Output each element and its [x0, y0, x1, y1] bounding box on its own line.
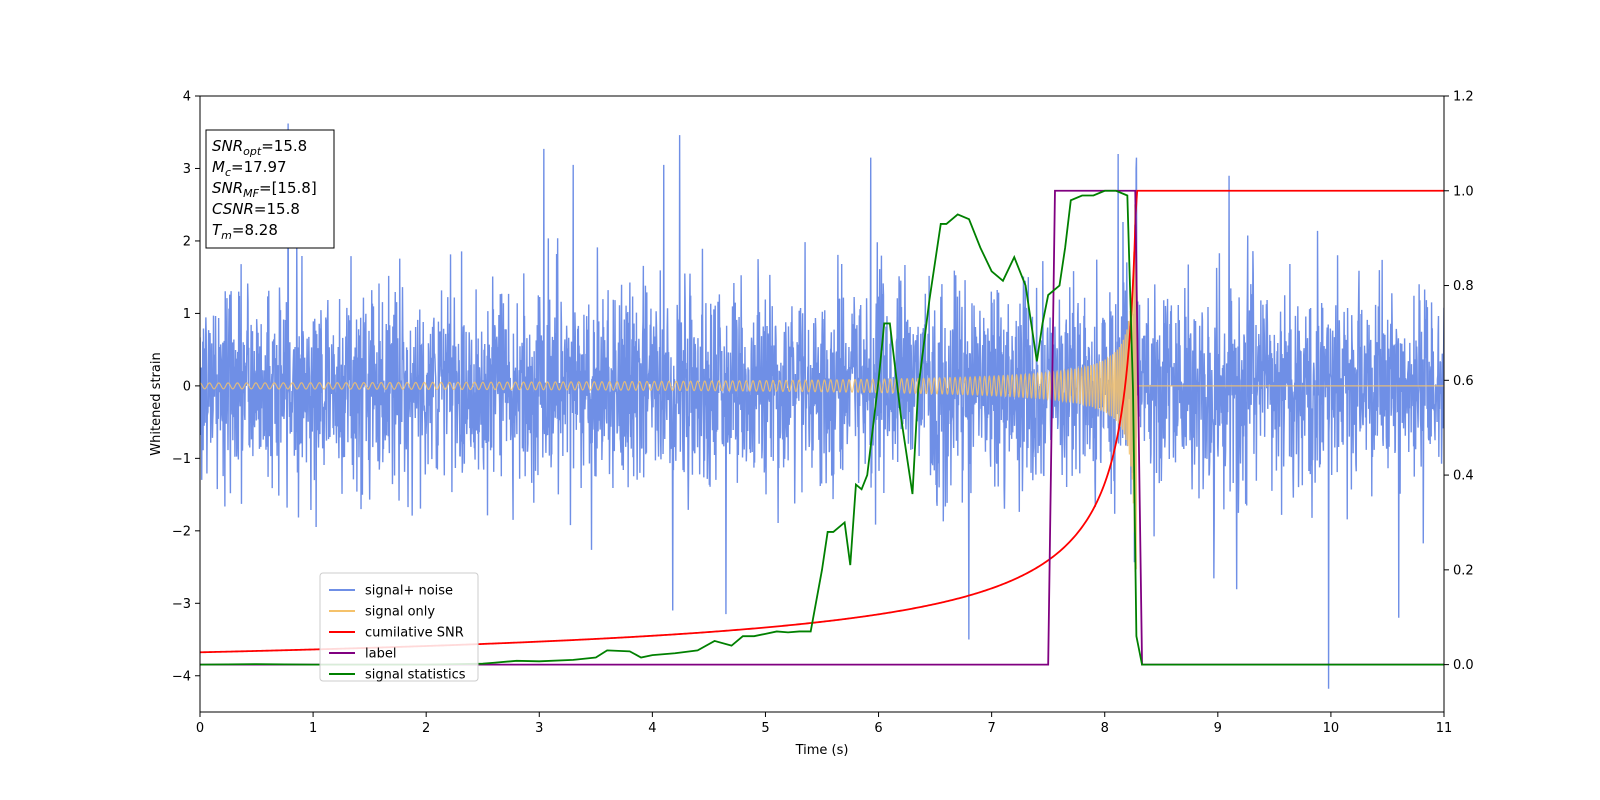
y-axis-label: Whitened strain	[149, 352, 164, 455]
y-right-tick-label: 0.8	[1453, 279, 1474, 294]
y-right-tick-label: 0.0	[1453, 658, 1474, 673]
x-tick-label: 9	[1214, 721, 1222, 736]
x-axis-label: Time (s)	[795, 743, 849, 758]
legend-entry: label	[365, 647, 396, 662]
x-tick-label: 0	[196, 721, 204, 736]
info-line-chirp-mass: Mc=17.97	[212, 158, 287, 179]
info-line-snr-mf: SNRMF=[15.8]	[212, 179, 317, 200]
y-left-tick-label: −4	[172, 669, 191, 684]
y-right-tick-label: 0.2	[1453, 563, 1474, 578]
y-right-tick-label: 0.4	[1453, 469, 1474, 484]
y-left-tick-label: 3	[183, 162, 191, 177]
legend: signal+ noise signal only cumilative SNR la…	[319, 572, 479, 683]
x-tick-label: 3	[535, 721, 543, 736]
y-right-tick-label: 1.0	[1453, 184, 1474, 199]
x-axis: 0 1 2 3 4 5 6 7 8 9 10 11	[196, 712, 1452, 736]
series-line-signal-only	[200, 204, 1444, 573]
legend-entry: signal only	[365, 605, 435, 620]
x-tick-label: 1	[309, 721, 317, 736]
y-right-tick-label: 1.2	[1453, 90, 1474, 105]
y-right-tick-label: 0.6	[1453, 374, 1474, 389]
y-left-tick-label: 2	[183, 234, 191, 249]
x-tick-label: 7	[987, 721, 995, 736]
x-tick-label: 11	[1436, 721, 1453, 736]
x-tick-label: 8	[1101, 721, 1109, 736]
legend-entry: signal statistics	[365, 668, 466, 683]
y-left-tick-label: 0	[183, 379, 191, 394]
x-tick-label: 4	[648, 721, 656, 736]
info-box-frame	[205, 129, 335, 249]
info-line-snr-opt: SNRopt=15.8	[212, 137, 307, 158]
plot-frame	[199, 95, 1445, 713]
y-axis-right: 0.0 0.2 0.4 0.6 0.8 1.0 1.2	[1444, 90, 1474, 673]
x-tick-label: 5	[761, 721, 769, 736]
x-tick-label: 10	[1323, 721, 1340, 736]
y-left-tick-label: 1	[183, 307, 191, 322]
y-left-tick-label: 4	[183, 90, 191, 105]
y-left-tick-label: −1	[172, 452, 191, 467]
x-tick-label: 2	[422, 721, 430, 736]
y-left-tick-label: −3	[172, 597, 191, 612]
y-left-tick-label: −2	[172, 524, 191, 539]
x-tick-label: 6	[874, 721, 882, 736]
series-line-signal-statistics	[200, 189, 1444, 666]
series-line-signal-noise	[200, 123, 1444, 689]
info-box: SNRopt=15.8Mc=17.97SNRMF=[15.8]CSNR=15.8…	[205, 129, 335, 249]
info-line-csnr: CSNR=15.8	[212, 200, 300, 218]
y-axis-left: −4 −3 −2 −1 0 1 2 3 4	[172, 90, 200, 684]
info-line-merger-time: Tm=8.28	[212, 221, 278, 242]
legend-entry: cumilative SNR	[365, 626, 464, 641]
legend-entry: signal+ noise	[365, 584, 453, 599]
legend-frame	[319, 572, 479, 682]
